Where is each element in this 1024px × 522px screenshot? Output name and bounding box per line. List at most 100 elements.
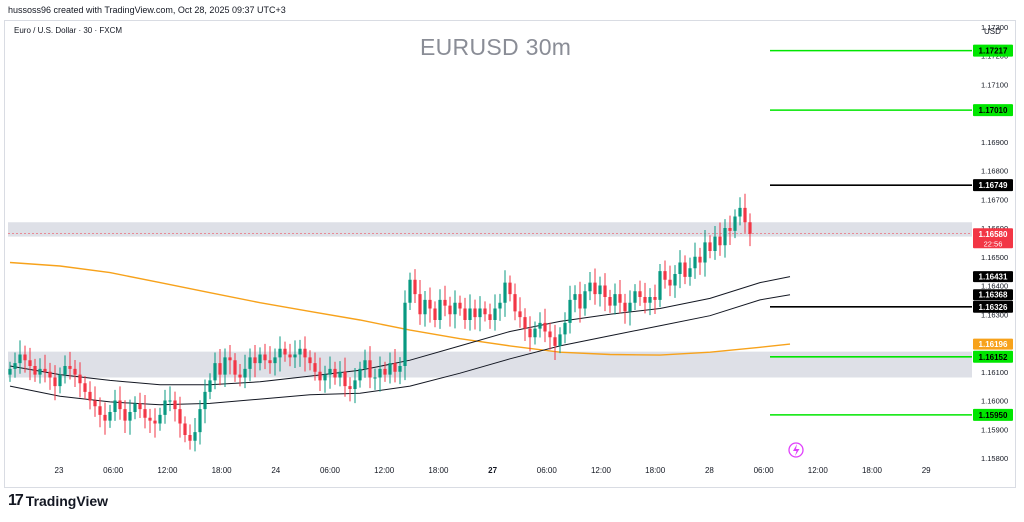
candle[interactable] [588,271,592,301]
candle[interactable] [723,219,727,258]
level-price-label[interactable]: 1.16749 [973,179,1013,192]
candle[interactable] [383,361,387,382]
candle[interactable] [653,284,657,314]
candle[interactable] [53,365,57,401]
candle[interactable] [623,293,627,324]
candle[interactable] [418,280,422,325]
candle[interactable] [143,395,147,429]
candle[interactable] [373,368,377,390]
candle[interactable] [638,280,642,306]
candle[interactable] [733,209,737,239]
candle[interactable] [158,407,162,431]
candle[interactable] [708,235,712,259]
candle[interactable] [98,397,102,428]
candle[interactable] [538,312,542,338]
candle[interactable] [128,399,132,435]
candle[interactable] [293,340,297,369]
candle[interactable] [543,308,547,343]
candle[interactable] [88,381,92,410]
candle[interactable] [253,345,257,378]
candle[interactable] [693,242,697,279]
candle[interactable] [173,391,177,422]
candle[interactable] [148,408,152,433]
candle[interactable] [403,290,407,381]
candle[interactable] [578,281,582,323]
candle[interactable] [748,213,752,247]
candle[interactable] [133,396,137,420]
candle[interactable] [618,280,622,314]
candle[interactable] [388,352,392,384]
symbol-label[interactable]: Euro / U.S. Dollar · 30 · FXCM [14,26,123,35]
candle[interactable] [393,349,397,383]
candle[interactable] [548,322,552,350]
candle[interactable] [688,257,692,286]
candle[interactable] [533,321,537,345]
candle[interactable] [643,282,647,314]
candle[interactable] [288,343,292,367]
candle[interactable] [683,255,687,285]
candle[interactable] [248,348,252,382]
candle[interactable] [38,358,42,384]
candle[interactable] [558,327,562,354]
candle[interactable] [153,408,157,438]
candle[interactable] [528,316,532,352]
candle[interactable] [463,297,467,329]
candle[interactable] [273,348,277,376]
candle[interactable] [258,347,262,371]
price-tag[interactable]: 1.16196 [973,338,1013,350]
candle[interactable] [208,373,212,400]
candle[interactable] [68,351,72,380]
candle[interactable] [738,197,742,226]
candle[interactable] [498,293,502,321]
candle[interactable] [113,389,117,421]
candle[interactable] [728,215,732,245]
candle[interactable] [603,273,607,312]
candle[interactable] [233,353,237,382]
candle[interactable] [298,339,302,367]
level-price-label[interactable]: 1.17217 [973,44,1013,57]
candle[interactable] [138,392,142,419]
candle[interactable] [203,379,207,424]
candle[interactable] [478,296,482,332]
candle[interactable] [58,367,62,394]
candle[interactable] [698,247,702,275]
candle[interactable] [468,294,472,331]
candle[interactable] [573,285,577,313]
candle[interactable] [123,400,127,433]
candle[interactable] [48,362,52,390]
candle[interactable] [83,376,87,400]
candle[interactable] [183,416,187,443]
candle[interactable] [118,386,122,420]
candle[interactable] [428,287,432,323]
candle[interactable] [343,357,347,397]
candle[interactable] [283,341,287,362]
flash-icon[interactable] [788,442,804,458]
candle[interactable] [108,404,112,428]
candle[interactable] [663,260,667,289]
candle[interactable] [63,355,67,384]
candle[interactable] [628,290,632,326]
candle[interactable] [673,265,677,298]
candle[interactable] [198,400,202,445]
candle[interactable] [18,340,22,374]
candle[interactable] [553,324,557,360]
candle[interactable] [598,276,602,307]
candle[interactable] [28,347,32,381]
candle[interactable] [213,352,217,390]
candle[interactable] [518,297,522,328]
candle[interactable] [313,352,317,381]
candle[interactable] [438,289,442,329]
candle[interactable] [348,377,352,402]
candle[interactable] [473,299,477,330]
candle[interactable] [658,263,662,308]
candle[interactable] [193,418,197,452]
candle[interactable] [443,285,447,317]
level-price-label[interactable]: 1.16326 [973,300,1013,313]
candle[interactable] [318,357,322,392]
candle[interactable] [228,345,232,375]
candle[interactable] [308,350,312,371]
candle[interactable] [243,354,247,389]
candle[interactable] [238,363,242,387]
